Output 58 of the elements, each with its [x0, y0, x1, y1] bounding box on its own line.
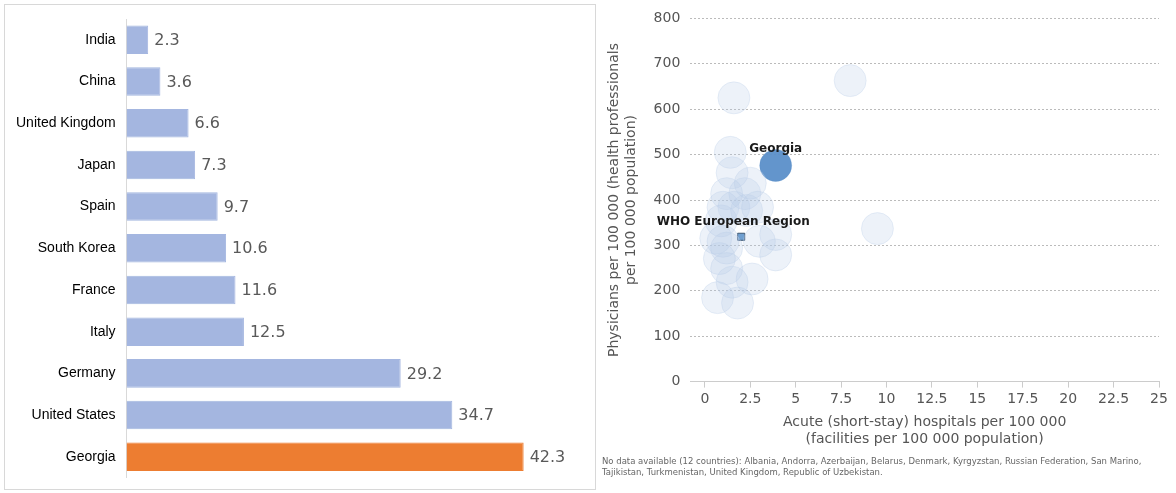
data-label: 10.6	[232, 238, 268, 258]
x-tick-label: 2.5	[739, 389, 762, 406]
x-tick-label: 10	[877, 389, 896, 406]
bar	[126, 317, 244, 346]
annotation: WHO European Region	[656, 213, 810, 228]
x-tick-label: 22.5	[1098, 389, 1130, 406]
y-tick-label: 800	[653, 9, 681, 26]
bar	[126, 234, 227, 263]
data-label: 6.6	[194, 113, 221, 133]
bar	[126, 400, 453, 430]
data-label: 9.7	[223, 196, 250, 216]
y-tick-label: 0	[671, 372, 681, 389]
bar	[126, 25, 149, 55]
bar	[126, 442, 524, 472]
y-tick-label: United States	[31, 405, 116, 422]
x-tick-label: 17.5	[1007, 389, 1039, 406]
data-label: 12.5	[249, 321, 286, 341]
x-tick-label: 12.5	[916, 389, 948, 406]
bar	[126, 359, 401, 388]
bar	[126, 67, 161, 96]
y-tick-label: 600	[653, 99, 681, 116]
bar	[126, 192, 218, 221]
x-tick-label: 15	[968, 389, 987, 406]
y-tick-label: 700	[653, 54, 681, 71]
x-tick-label: 20	[1059, 389, 1078, 406]
data-label: 34.7	[458, 405, 494, 425]
y-tick-label: 500	[653, 145, 681, 162]
y-tick-label: United Kingdom	[15, 114, 116, 131]
y-tick-label: India	[85, 30, 116, 47]
y-tick-label: 100	[653, 326, 681, 343]
bar	[126, 150, 196, 180]
data-label: 11.6	[241, 280, 278, 300]
y-tick-label: France	[72, 280, 116, 297]
y-tick-label: Italy	[89, 322, 116, 339]
data-label: 7.3	[201, 155, 227, 175]
bar	[126, 108, 189, 138]
y-tick-label: Germany	[58, 364, 116, 381]
data-label: 3.6	[166, 71, 192, 91]
text: No data available (12 countries): Albania, Andorra, Azerbaijan, Belarus, Denmark, Kyrgyzstan, Russian Federation, San Marino, Tajikistan, Turkmenistan, United Kingdom, Republic of Uzbekistan.	[602, 456, 1143, 478]
y-tick-label: 200	[653, 281, 681, 298]
y-tick-label: 300	[653, 236, 681, 253]
x-tick-label: 5	[791, 389, 801, 406]
y-tick-label: Japan	[77, 155, 116, 172]
x-tick-label: 0	[700, 389, 710, 406]
bar	[126, 275, 236, 305]
y-tick-label: China	[79, 72, 116, 89]
y-axis-title: Physicians per 100 000 (health professionals per 100 000 population)	[605, 43, 638, 357]
data-label: 42.3	[529, 446, 566, 466]
y-tick-label: Spain	[79, 197, 116, 214]
data-label: 2.3	[154, 30, 180, 49]
x-axis-title: Acute (short-stay) hospitals per 100 000 (facilities per 100 000 population)	[783, 413, 1067, 447]
x-tick-label: 7.5	[829, 389, 853, 406]
y-tick-label: Georgia	[65, 447, 116, 464]
x-tick-label: 25	[1150, 389, 1168, 406]
data-label: 29.2	[406, 363, 443, 383]
y-tick-label: South Korea	[37, 239, 116, 256]
y-tick-label: 400	[653, 190, 681, 207]
annotation: Georgia	[749, 140, 803, 155]
